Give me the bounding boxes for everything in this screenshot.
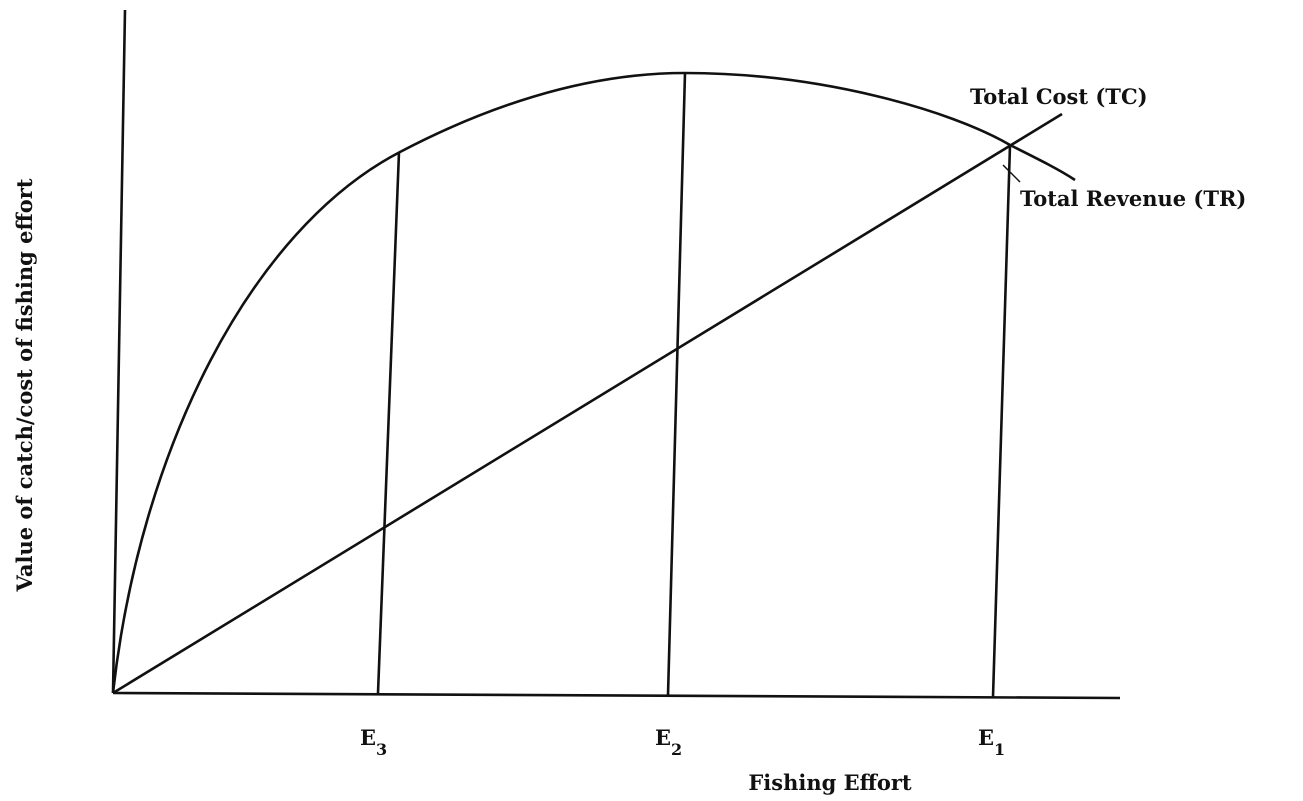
tr-label: Total Revenue (TR) xyxy=(1020,186,1246,211)
effort-label: E1 xyxy=(978,725,1005,759)
x-axis-label: Fishing Effort xyxy=(748,770,912,795)
leader-line xyxy=(1002,164,1021,183)
total-cost-line xyxy=(112,112,1063,695)
total-revenue-curve xyxy=(111,71,1076,694)
tc-label: Total Cost (TC) xyxy=(970,84,1148,109)
e2-line xyxy=(666,72,687,696)
effort-label: E3 xyxy=(360,725,387,759)
y-axis xyxy=(111,9,127,694)
effort-label: E2 xyxy=(655,725,682,759)
x-axis xyxy=(112,691,1121,700)
e1-line xyxy=(991,144,1012,698)
y-axis-label: Value of catch/cost of fishing effort xyxy=(12,178,37,592)
e3-line xyxy=(376,151,401,694)
